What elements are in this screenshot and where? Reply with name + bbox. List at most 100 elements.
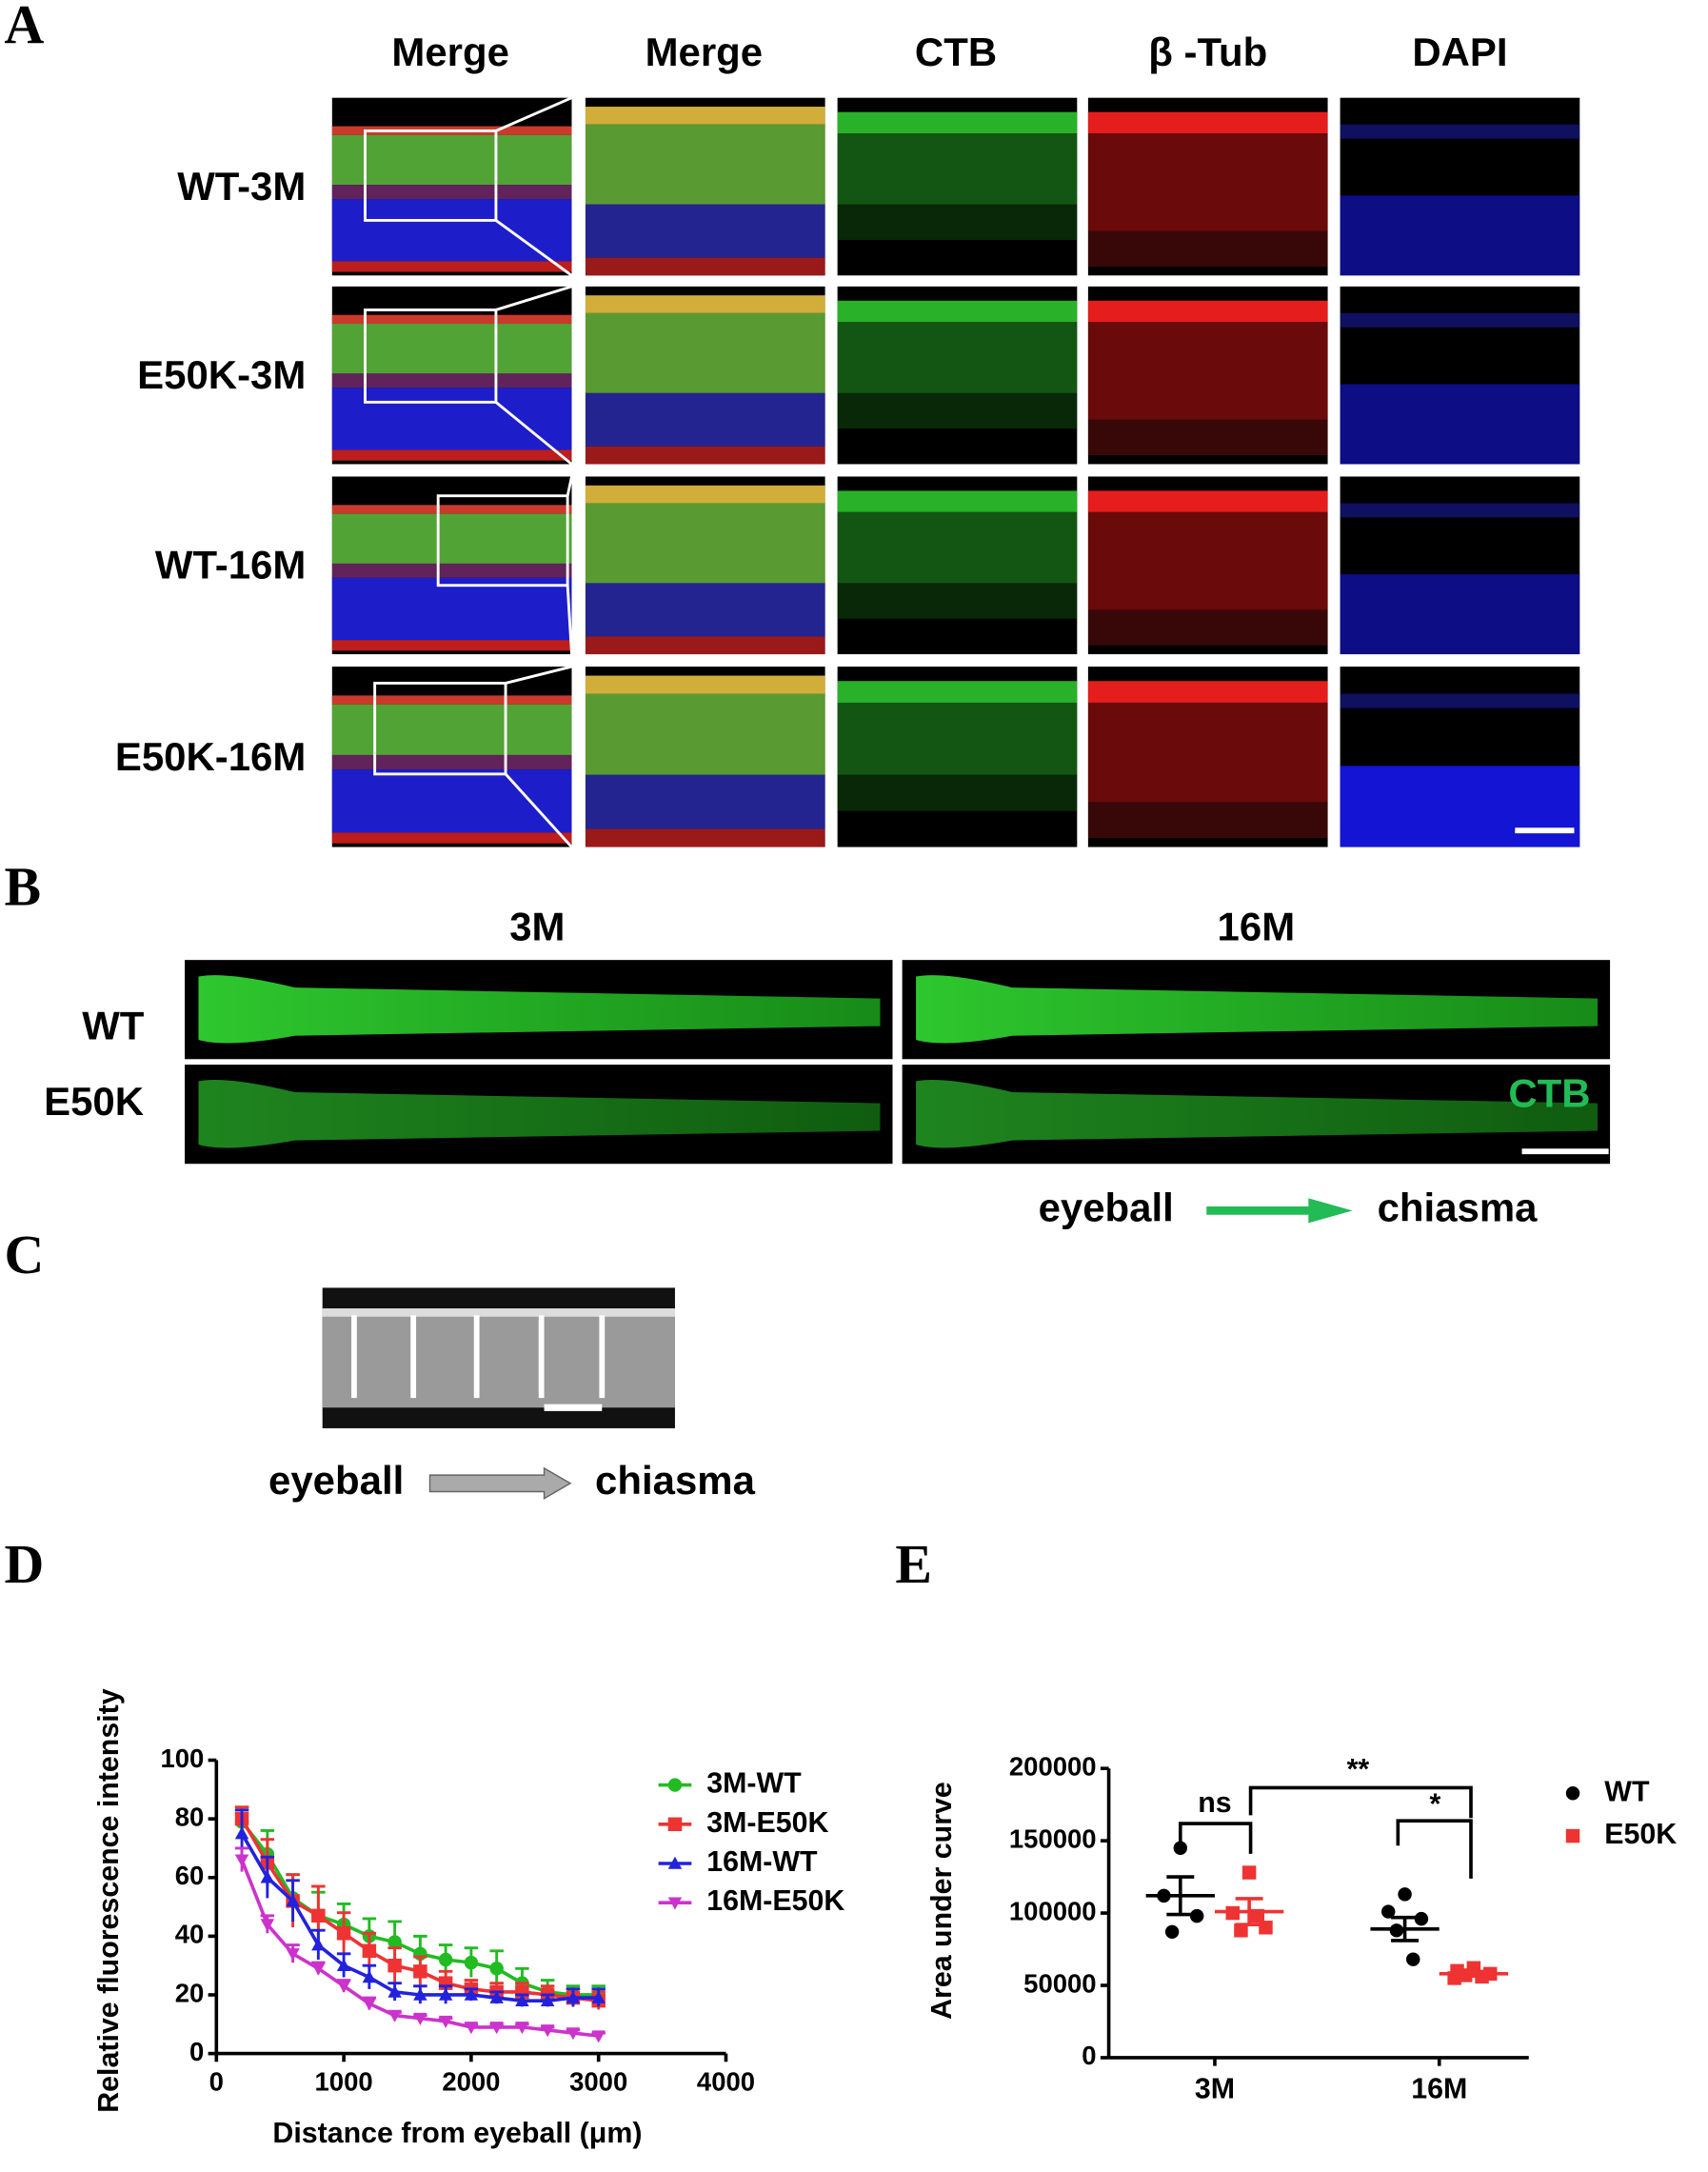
marker <box>336 1958 351 1971</box>
nerve <box>198 1079 881 1148</box>
stain-band <box>331 695 572 705</box>
stain-band <box>1087 802 1328 839</box>
legend-marker <box>1565 1828 1580 1843</box>
stain-band <box>331 754 572 770</box>
stain-band <box>331 324 572 374</box>
stain-band <box>585 392 825 447</box>
micrograph <box>837 97 1078 276</box>
legend-marker <box>667 1778 683 1792</box>
marker <box>438 2015 453 2028</box>
marker <box>387 1935 402 1949</box>
stain-band <box>331 640 572 651</box>
y-tick-label: 20 <box>175 1978 205 2007</box>
micrograph <box>585 286 825 465</box>
legend-label: E50K <box>1604 1819 1677 1850</box>
y-tick-label: 100 <box>160 1744 204 1773</box>
stain-band <box>585 485 825 504</box>
error-bar <box>1166 1875 1195 1917</box>
marker <box>591 1990 606 2003</box>
y-axis-label: Relative fluorescence intensity <box>93 1688 125 2113</box>
stain-band <box>585 204 825 258</box>
legend-marker <box>1565 1786 1580 1801</box>
error-bar <box>1391 1915 1420 1943</box>
y-tick-label: 0 <box>1082 2041 1096 2070</box>
column-header: 16M <box>1218 904 1296 948</box>
error-bar <box>1235 1897 1263 1927</box>
panel-label: A <box>5 0 45 55</box>
y-tick-label: 60 <box>175 1861 205 1890</box>
x-tick-label: 0 <box>209 2067 224 2097</box>
stain-band <box>585 312 825 393</box>
stain-band <box>585 257 825 276</box>
stain-band <box>837 204 1078 240</box>
marker <box>362 1970 377 1983</box>
y-tick-label: 100000 <box>1009 1896 1097 1925</box>
stain-band <box>837 490 1078 512</box>
bracket <box>1248 1785 1473 1819</box>
marker <box>362 1998 377 2011</box>
column-header: β -Tub <box>1148 30 1267 74</box>
stain-band <box>585 446 825 465</box>
stain-band <box>1087 681 1328 703</box>
bracket <box>1178 1822 1253 1854</box>
row-label: WT <box>82 1004 145 1048</box>
stain-band <box>837 583 1078 619</box>
marker <box>336 1980 351 1993</box>
stain-band <box>1087 322 1328 420</box>
stain-band <box>585 693 825 775</box>
marker <box>464 2022 479 2035</box>
stain-band <box>1340 574 1580 655</box>
micrograph <box>585 667 825 847</box>
y-tick-label: 200000 <box>1009 1751 1097 1781</box>
stain-band <box>1340 766 1580 847</box>
inset-connector <box>495 219 573 277</box>
panel-label: E <box>895 1533 932 1595</box>
arrow-head <box>1308 1198 1353 1224</box>
legend-label: WT <box>1604 1776 1650 1807</box>
legend-marker <box>667 1856 683 1869</box>
stain-band <box>1087 111 1328 134</box>
marker <box>1189 1908 1204 1923</box>
micrograph <box>837 476 1078 655</box>
stain-band <box>331 373 572 389</box>
stain-band <box>331 261 572 272</box>
column-header: Merge <box>645 30 764 74</box>
legend-label: 3M-WT <box>706 1768 802 1800</box>
row-label: WT-3M <box>177 164 306 209</box>
micrograph <box>331 667 572 847</box>
inset-box <box>373 681 507 776</box>
row-label: WT-16M <box>155 543 306 588</box>
stain-band <box>585 636 825 655</box>
marker <box>591 2030 606 2043</box>
stain-band <box>837 133 1078 205</box>
stain-band <box>331 513 572 564</box>
stain-band <box>1340 693 1580 708</box>
marker <box>260 1870 275 1883</box>
row-label: E50K <box>44 1079 144 1124</box>
marker <box>540 2024 555 2038</box>
marker <box>387 1984 402 1998</box>
marker <box>489 2022 504 2035</box>
marker <box>387 1958 402 1973</box>
stain-band <box>331 134 572 186</box>
inset-connector <box>504 772 573 848</box>
stain-band <box>837 111 1078 134</box>
marker <box>1234 1923 1248 1938</box>
panel-label: C <box>5 1224 45 1285</box>
legend-label: 16M-WT <box>706 1846 818 1878</box>
inset-connector <box>495 401 573 466</box>
micrograph <box>837 667 1078 847</box>
stain-band <box>1340 503 1580 518</box>
marker <box>566 2027 581 2041</box>
stain-band <box>837 322 1078 393</box>
stain-band <box>837 774 1078 811</box>
stain-band <box>1087 133 1328 231</box>
row-label: E50K-16M <box>115 734 306 779</box>
stain-band <box>331 388 572 450</box>
nerve <box>198 975 881 1044</box>
stain-band <box>1340 384 1580 465</box>
inset-connector <box>566 476 573 497</box>
marker <box>286 1894 300 1907</box>
